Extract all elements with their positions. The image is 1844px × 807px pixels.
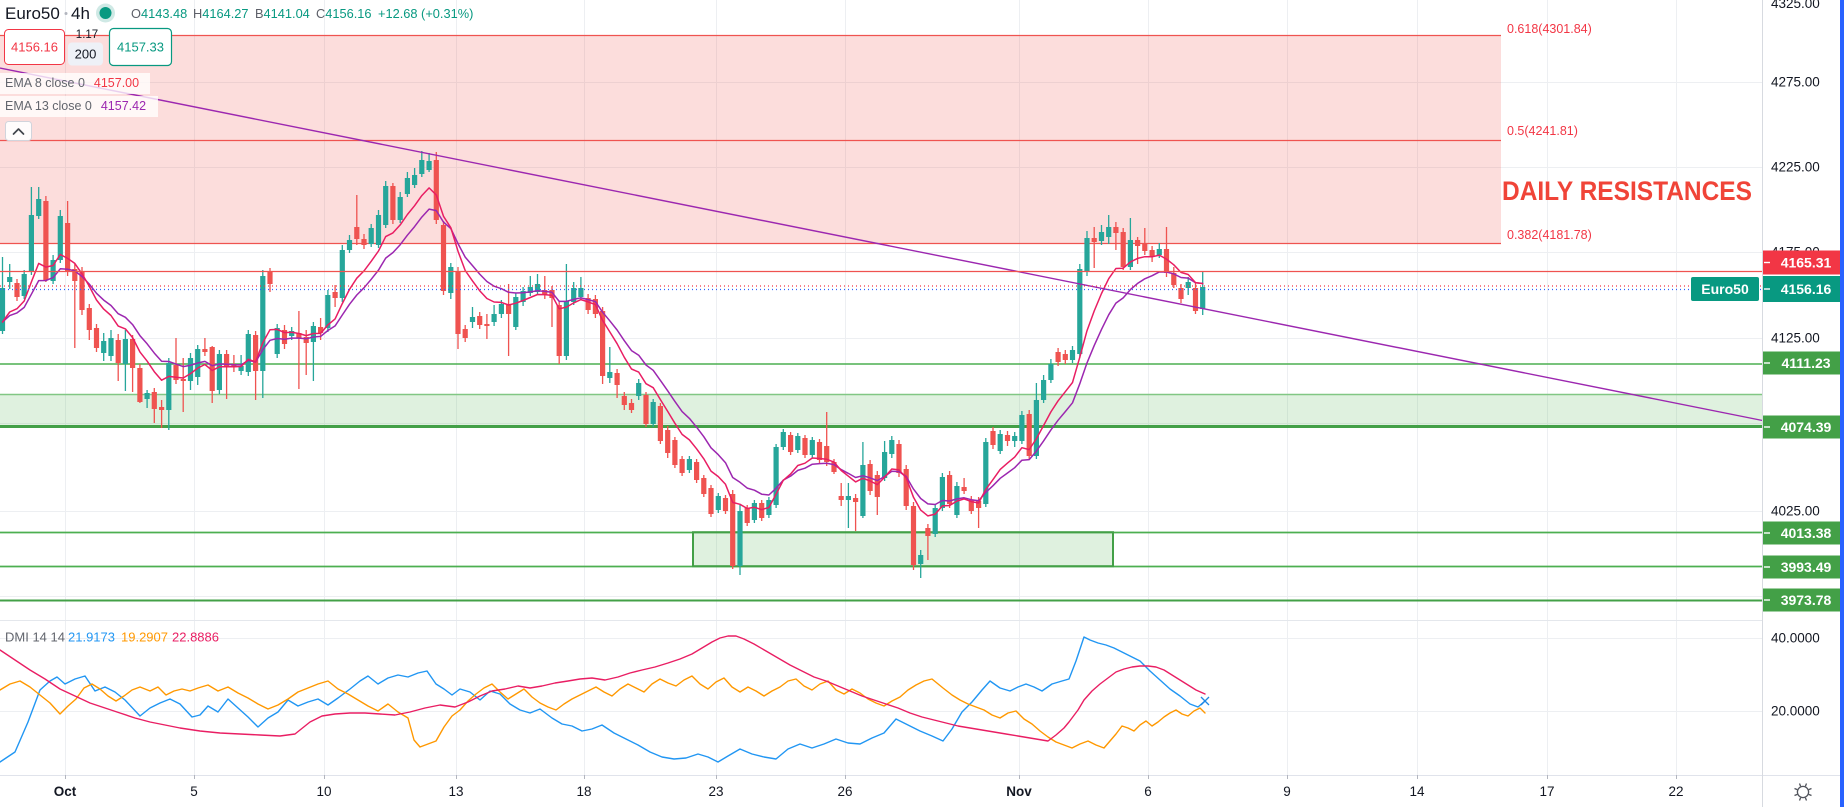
svg-text:5: 5 [190,784,198,799]
svg-text:4275.00: 4275.00 [1771,75,1820,90]
svg-text:0.618(4301.84): 0.618(4301.84) [1507,22,1592,36]
svg-text:4013.38: 4013.38 [1781,525,1832,541]
svg-text:26: 26 [837,784,852,799]
svg-text:DMI 14 14: DMI 14 14 [5,630,65,645]
svg-text:22: 22 [1668,784,1683,799]
svg-text:10: 10 [316,784,331,799]
svg-text:4156.16: 4156.16 [11,40,58,55]
svg-text:H4164.27: H4164.27 [193,6,249,21]
svg-text:17: 17 [1539,784,1554,799]
svg-text:3993.49: 3993.49 [1781,559,1832,575]
svg-text:O4143.48: O4143.48 [131,6,187,21]
svg-text:4074.39: 4074.39 [1781,419,1832,435]
svg-text:4111.23: 4111.23 [1781,355,1830,371]
svg-text:1.17: 1.17 [76,29,98,41]
svg-text:9: 9 [1283,784,1291,799]
svg-text:B4141.04: B4141.04 [255,6,310,21]
svg-text:19.2907: 19.2907 [121,630,168,645]
svg-text:4225.00: 4225.00 [1771,160,1820,175]
svg-text:23: 23 [708,784,723,799]
svg-text:DAILY RESISTANCES: DAILY RESISTANCES [1502,176,1752,206]
svg-text:4157.33: 4157.33 [117,40,164,55]
svg-text:4125.00: 4125.00 [1771,331,1820,346]
svg-text:4025.00: 4025.00 [1771,504,1820,519]
svg-text:Oct: Oct [54,784,77,799]
svg-text:Nov: Nov [1006,784,1032,799]
svg-text:3973.78: 3973.78 [1781,592,1832,608]
svg-text:200: 200 [75,47,97,62]
svg-text:4325.00: 4325.00 [1771,0,1820,11]
svg-text:4165.31: 4165.31 [1781,255,1832,271]
svg-text:14: 14 [1409,784,1425,799]
svg-text:C4156.16: C4156.16 [316,6,372,21]
svg-text:6: 6 [1144,784,1152,799]
svg-text:20.0000: 20.0000 [1771,704,1820,719]
svg-text:+12.68 (+0.31%): +12.68 (+0.31%) [378,6,473,21]
svg-text:4156.16: 4156.16 [1781,281,1832,297]
svg-text:13: 13 [448,784,463,799]
svg-text:0.5(4241.81): 0.5(4241.81) [1507,124,1578,138]
svg-text:40.0000: 40.0000 [1771,631,1820,646]
svg-text:4h: 4h [71,4,90,23]
svg-text:22.8886: 22.8886 [172,630,219,645]
svg-text:Euro50: Euro50 [1701,281,1749,297]
svg-text:18: 18 [576,784,591,799]
svg-text:Euro50: Euro50 [5,4,60,23]
svg-text:21.9173: 21.9173 [68,630,115,645]
svg-text:0.382(4181.78): 0.382(4181.78) [1507,228,1592,242]
